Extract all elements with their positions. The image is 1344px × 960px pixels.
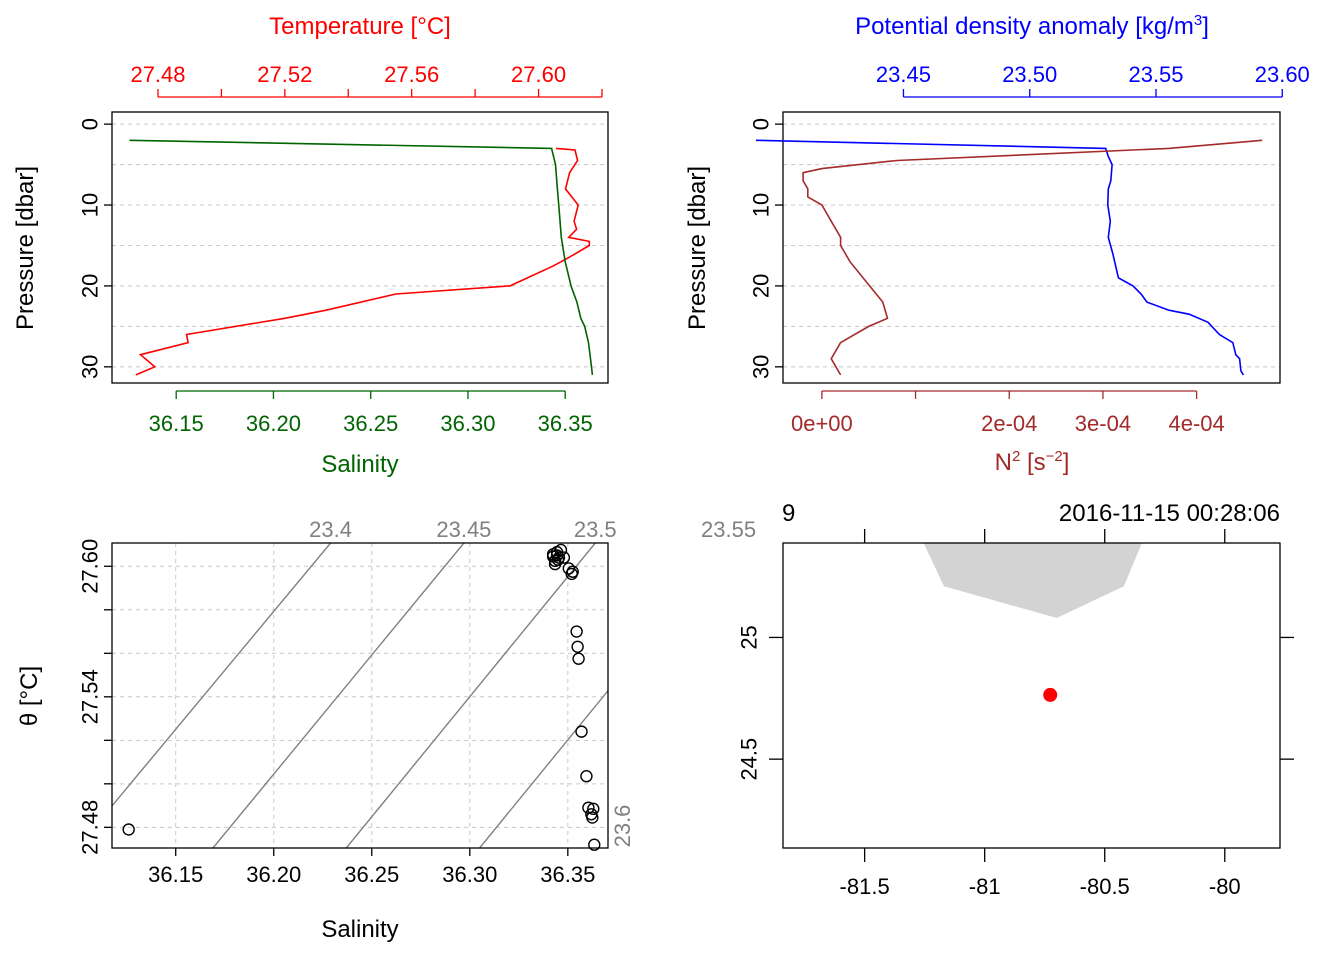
plot-frame — [782, 111, 1281, 384]
isopycnal-label: 23.55 — [701, 517, 756, 542]
x-tick-label: 36.15 — [148, 862, 203, 887]
x-top-tick-label: 23.60 — [1255, 62, 1310, 87]
n2-line — [802, 139, 1263, 376]
y-tick-label: 30 — [749, 355, 774, 379]
isopycnal-line — [479, 689, 608, 848]
ts-point — [557, 551, 571, 564]
station-label: 9 — [782, 500, 795, 527]
ts-point — [575, 725, 588, 738]
ts-salinity-axis-title: Salinity — [321, 916, 398, 943]
ts-point — [586, 811, 599, 824]
temperature-line — [135, 147, 591, 376]
ts-point — [588, 838, 601, 851]
n2-axis-title: N2 [s−2] — [995, 448, 1070, 476]
x-bottom-tick-label: 3e-04 — [1075, 411, 1131, 436]
x-bottom-tick-label: 36.15 — [149, 411, 204, 436]
isopycnal-label: 23.6 — [610, 805, 635, 848]
y-tick-label: 24.5 — [737, 738, 762, 781]
y-tick-label: 0 — [749, 118, 774, 130]
x-top-tick-label: 23.50 — [1002, 62, 1057, 87]
isopycnal-label: 23.5 — [574, 517, 617, 542]
ts-point — [587, 802, 600, 816]
plot-frame — [111, 111, 609, 384]
y-tick-label: 27.48 — [78, 800, 103, 855]
y-tick-label: 27.54 — [78, 669, 103, 724]
theta-salinity-panel: Salinity θ [°C] 23.4 23.45 23.5 23.55 23.6 36… — [16, 517, 862, 943]
x-bottom-tick-label: 2e-04 — [981, 411, 1037, 436]
isopycnal-line — [212, 543, 465, 848]
density-n2-panel: Potential density anomaly [kg/m3] N2 [s−… — [684, 12, 1310, 476]
ts-point — [552, 551, 566, 564]
x-bottom-tick-label: 4e-04 — [1168, 411, 1224, 436]
pressure-axis-title: Pressure [dbar] — [12, 166, 39, 330]
x-tick-label: -80 — [1209, 874, 1241, 899]
density-axis-title: Potential density anomaly [kg/m3] — [855, 12, 1209, 40]
temperature-axis-title: Temperature [°C] — [269, 13, 451, 40]
isopycnal-lines — [112, 543, 862, 848]
x-bottom-tick-label: 36.25 — [343, 411, 398, 436]
y-tick-label: 30 — [78, 355, 103, 379]
map-frame — [782, 542, 1281, 849]
x-tick-label: -80.5 — [1080, 874, 1130, 899]
salinity-axis-title: Salinity — [321, 451, 398, 478]
x-top-tick-label: 23.45 — [876, 62, 931, 87]
x-tick-label: -81 — [969, 874, 1001, 899]
x-bottom-tick-label: 36.35 — [538, 411, 593, 436]
x-top-tick-label: 23.55 — [1128, 62, 1183, 87]
y-tick-label: 0 — [78, 118, 103, 130]
density-line — [755, 139, 1245, 376]
x-top-tick-label: 27.52 — [257, 62, 312, 87]
isopycnal-label: 23.45 — [436, 517, 491, 542]
y-tick-label: 20 — [78, 274, 103, 298]
station-timestamp: 2016-11-15 00:28:06 — [1059, 500, 1280, 527]
station-marker — [1043, 687, 1058, 702]
x-tick-label: 36.20 — [246, 862, 301, 887]
x-bottom-tick-label: 36.20 — [246, 411, 301, 436]
ts-point — [570, 625, 583, 638]
ts-point — [571, 640, 584, 653]
x-top-tick-label: 27.60 — [511, 62, 566, 87]
x-tick-label: 36.30 — [442, 862, 497, 887]
y-tick-label: 10 — [78, 193, 103, 217]
theta-axis-title: θ [°C] — [16, 666, 43, 726]
x-bottom-tick-label: 0e+00 — [791, 411, 853, 436]
temperature-salinity-panel: Temperature [°C] Salinity Pressure [dbar… — [12, 13, 609, 478]
x-top-tick-label: 27.56 — [384, 62, 439, 87]
x-tick-label: -81.5 — [840, 874, 890, 899]
ts-point — [566, 565, 579, 578]
isopycnal-line — [345, 543, 596, 848]
y-tick-label: 27.60 — [78, 539, 103, 594]
ts-point — [572, 652, 585, 665]
isopycnal-label: 23.4 — [309, 517, 352, 542]
x-top-tick-label: 27.48 — [130, 62, 185, 87]
y-tick-label: 20 — [749, 274, 774, 298]
ts-point — [122, 823, 135, 836]
y-tick-label: 25 — [737, 625, 762, 649]
ts-point — [580, 770, 593, 783]
salinity-line — [129, 139, 594, 375]
station-map-panel: 9 2016-11-15 00:28:06 -81.5 -81 -80.5 -80 24… — [737, 500, 1294, 899]
plot-frame — [111, 542, 609, 849]
x-tick-label: 36.25 — [344, 862, 399, 887]
isopycnal-line — [112, 543, 332, 808]
x-bottom-tick-label: 36.30 — [440, 411, 495, 436]
ts-point — [554, 543, 568, 557]
isopycnal-line — [613, 543, 862, 848]
x-tick-label: 36.35 — [540, 862, 595, 887]
land-polygon — [923, 543, 1142, 618]
y-tick-label: 10 — [749, 193, 774, 217]
pressure-axis-title-2: Pressure [dbar] — [684, 166, 711, 330]
